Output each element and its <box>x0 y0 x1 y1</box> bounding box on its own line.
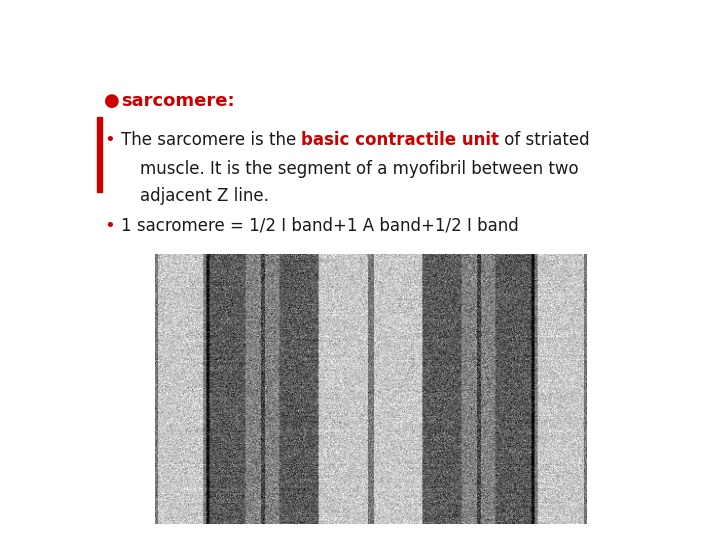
Bar <box>96 117 102 192</box>
Text: The sarcomere is the: The sarcomere is the <box>121 131 301 150</box>
Text: •: • <box>104 131 114 150</box>
Text: ●: ● <box>104 92 120 110</box>
Text: sarcomere:: sarcomere: <box>121 92 234 110</box>
Text: adjacent Z line.: adjacent Z line. <box>140 187 269 205</box>
Text: muscle. It is the segment of a myofibril between two: muscle. It is the segment of a myofibril… <box>140 160 579 178</box>
Text: •: • <box>104 217 114 234</box>
Text: basic contractile unit: basic contractile unit <box>301 131 499 150</box>
Text: of striated: of striated <box>499 131 590 150</box>
Text: 1 sacromere = 1/2 I band+1 A band+1/2 I band: 1 sacromere = 1/2 I band+1 A band+1/2 I … <box>121 217 518 234</box>
